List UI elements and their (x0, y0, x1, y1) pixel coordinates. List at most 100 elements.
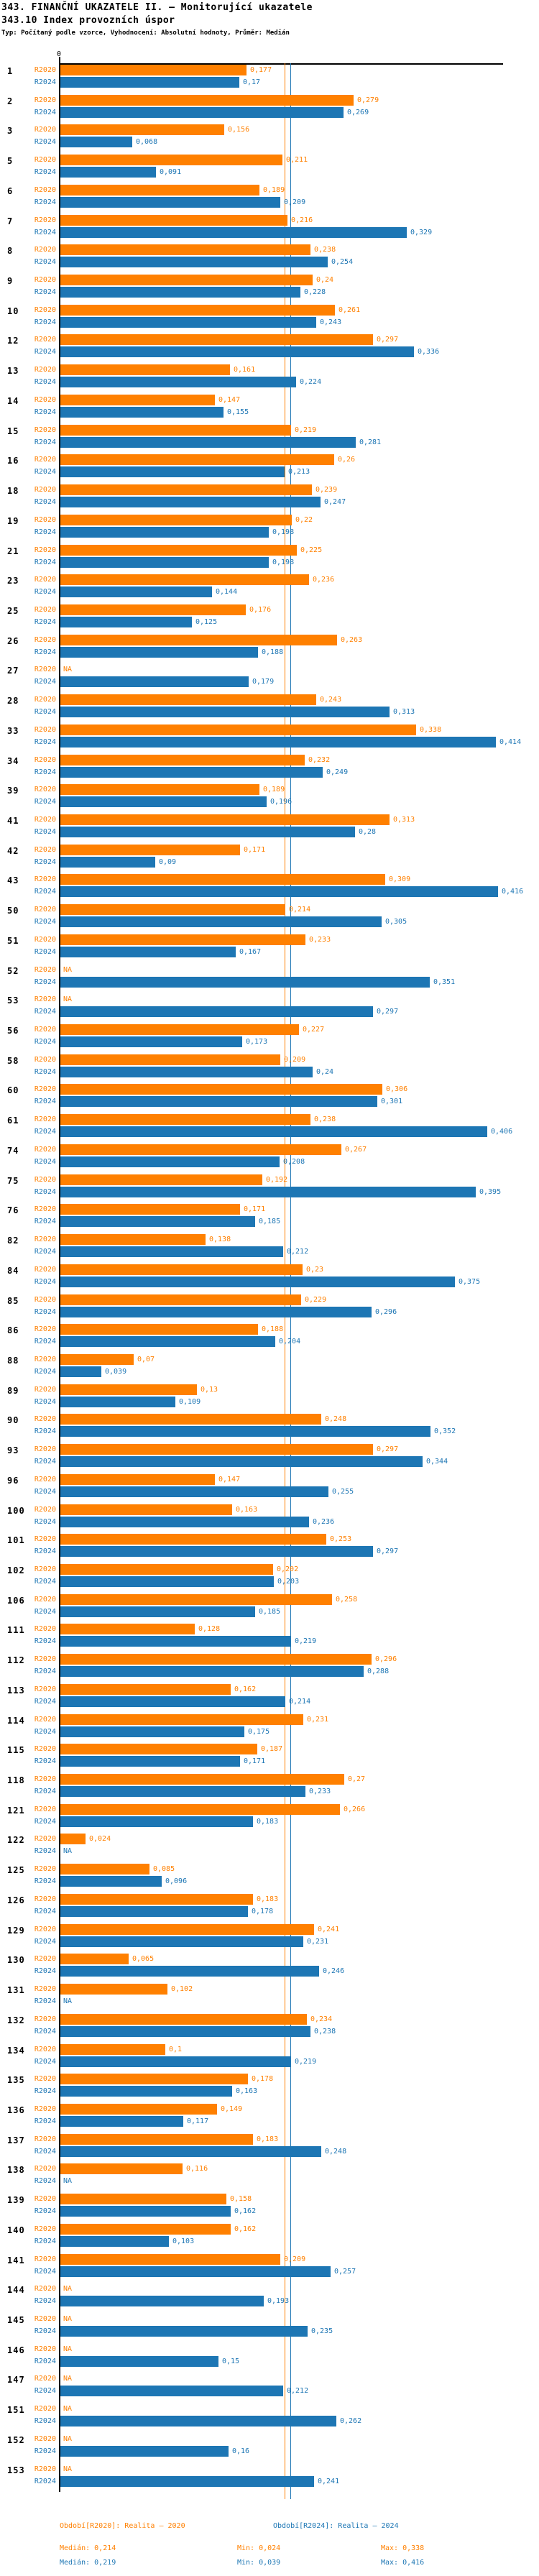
series-label-r2020: R2020 (34, 816, 56, 824)
entity-id-label: 135 (7, 2075, 25, 2086)
bar-r2020 (60, 394, 215, 405)
value-label-r2020: 0,189 (263, 786, 285, 794)
series-label-r2020: R2020 (34, 2285, 56, 2294)
bar-r2024 (60, 1066, 313, 1077)
bar-r2020 (60, 574, 309, 586)
entity-id-label: 51 (7, 935, 19, 946)
bar-r2020 (60, 904, 285, 916)
series-label-r2020: R2020 (34, 2345, 56, 2353)
entity-id-label: 101 (7, 1535, 25, 1546)
bar-r2020 (60, 844, 240, 855)
bar-r2020 (60, 1834, 86, 1845)
series-label-r2020: R2020 (34, 1805, 56, 1813)
entity-id-label: 41 (7, 816, 19, 826)
series-label-r2020: R2020 (34, 1295, 56, 1304)
series-label-r2024: R2024 (34, 1397, 56, 1406)
entity-id-label: 96 (7, 1475, 19, 1486)
series-label-r2020: R2020 (34, 1565, 56, 1573)
entity-id-label: 43 (7, 875, 19, 886)
bar-r2020 (60, 1864, 149, 1875)
value-label-r2024: 0,175 (248, 1727, 270, 1736)
value-label-r2020: 0,085 (153, 1865, 175, 1874)
bar-r2024 (60, 137, 132, 148)
value-label-r2024: 0,254 (331, 258, 354, 267)
value-label-r2024: 0,214 (289, 1697, 311, 1706)
entity-id-label: 15 (7, 426, 19, 436)
value-label-r2024: 0,09 (159, 857, 177, 866)
bar-r2020 (60, 1054, 280, 1065)
bar-r2020 (60, 784, 259, 796)
bar-r2020 (60, 1264, 303, 1275)
na-label-r2024: NA (63, 1997, 73, 2006)
series-label-r2020: R2020 (34, 1026, 56, 1034)
entity-id-label: 25 (7, 605, 19, 616)
value-label-r2024: 0,255 (332, 1487, 354, 1496)
value-label-r2020: 0,176 (249, 605, 272, 614)
entity-id-label: 113 (7, 1685, 25, 1696)
entity-id-label: 16 (7, 456, 19, 466)
entity-id-label: 146 (7, 2345, 25, 2355)
series-label-r2020: R2020 (34, 576, 56, 584)
value-label-r2020: 0,297 (377, 336, 399, 344)
bar-r2024 (60, 676, 249, 688)
na-label-r2020: NA (63, 2465, 73, 2473)
bar-r2020 (60, 1414, 321, 1425)
value-label-r2024: 0,117 (187, 2117, 209, 2125)
series-label-r2020: R2020 (34, 1505, 56, 1514)
bar-r2024 (60, 1186, 476, 1197)
bar-r2020 (60, 1893, 253, 1905)
series-label-r2024: R2024 (34, 1248, 56, 1256)
bar-r2024 (60, 796, 267, 808)
series-label-r2020: R2020 (34, 1355, 56, 1363)
bar-r2024 (60, 1936, 303, 1947)
entity-id-label: 153 (7, 2465, 25, 2475)
value-label-r2020: 0,13 (201, 1385, 218, 1394)
value-label-r2020: 0,1 (169, 2045, 183, 2053)
value-label-r2024: 0,375 (459, 1277, 481, 1286)
series-label-r2020: R2020 (34, 276, 56, 285)
entity-id-label: 138 (7, 2165, 25, 2176)
entity-id-label: 3 (7, 126, 14, 137)
entity-id-label: 19 (7, 515, 19, 526)
bar-r2020 (60, 184, 259, 196)
entity-id-label: 18 (7, 486, 19, 497)
series-label-r2020: R2020 (34, 1955, 56, 1964)
bar-r2020 (60, 1654, 372, 1665)
value-label-r2024: 0,188 (262, 648, 284, 656)
bar-r2024 (60, 646, 258, 658)
series-label-r2020: R2020 (34, 935, 56, 944)
value-label-r2024: 0,219 (295, 2057, 317, 2066)
value-label-r2024: 0,24 (316, 1067, 334, 1076)
bar-r2020 (60, 1174, 262, 1185)
bar-r2024 (60, 196, 280, 208)
bar-r2024 (60, 2296, 264, 2307)
entity-id-label: 27 (7, 666, 19, 676)
bar-r2020 (60, 514, 292, 525)
entity-id-label: 26 (7, 635, 19, 646)
bar-r2024 (60, 2025, 310, 2037)
legend-r2020: Období[R2020]: Realita – 2020 (60, 2522, 185, 2530)
series-label-r2024: R2024 (34, 1817, 56, 1826)
bar-r2020 (60, 1803, 340, 1815)
value-label-r2024: 0,281 (359, 438, 382, 446)
value-label-r2020: 0,306 (386, 1085, 408, 1094)
indicator-type-line: Typ: Počítaný podle vzorce, Vyhodnocení:… (1, 29, 290, 37)
bar-r2024 (60, 257, 328, 268)
bar-r2024 (60, 2086, 232, 2097)
na-label-r2020: NA (63, 965, 73, 974)
series-label-r2020: R2020 (34, 2255, 56, 2263)
bar-r2024 (60, 406, 224, 418)
value-label-r2020: 0,202 (277, 1565, 299, 1573)
series-label-r2024: R2024 (34, 2117, 56, 2125)
bar-r2020 (60, 1683, 231, 1695)
bar-r2020 (60, 1954, 129, 1965)
series-label-r2020: R2020 (34, 786, 56, 794)
value-label-r2020: 0,243 (320, 696, 342, 704)
series-label-r2024: R2024 (34, 1338, 56, 1346)
bar-r2020 (60, 1923, 314, 1935)
bar-r2024 (60, 1666, 364, 1678)
series-label-r2024: R2024 (34, 198, 56, 206)
value-label-r2020: 0,209 (284, 1055, 306, 1064)
bar-r2024 (60, 766, 323, 778)
series-label-r2020: R2020 (34, 1865, 56, 1874)
